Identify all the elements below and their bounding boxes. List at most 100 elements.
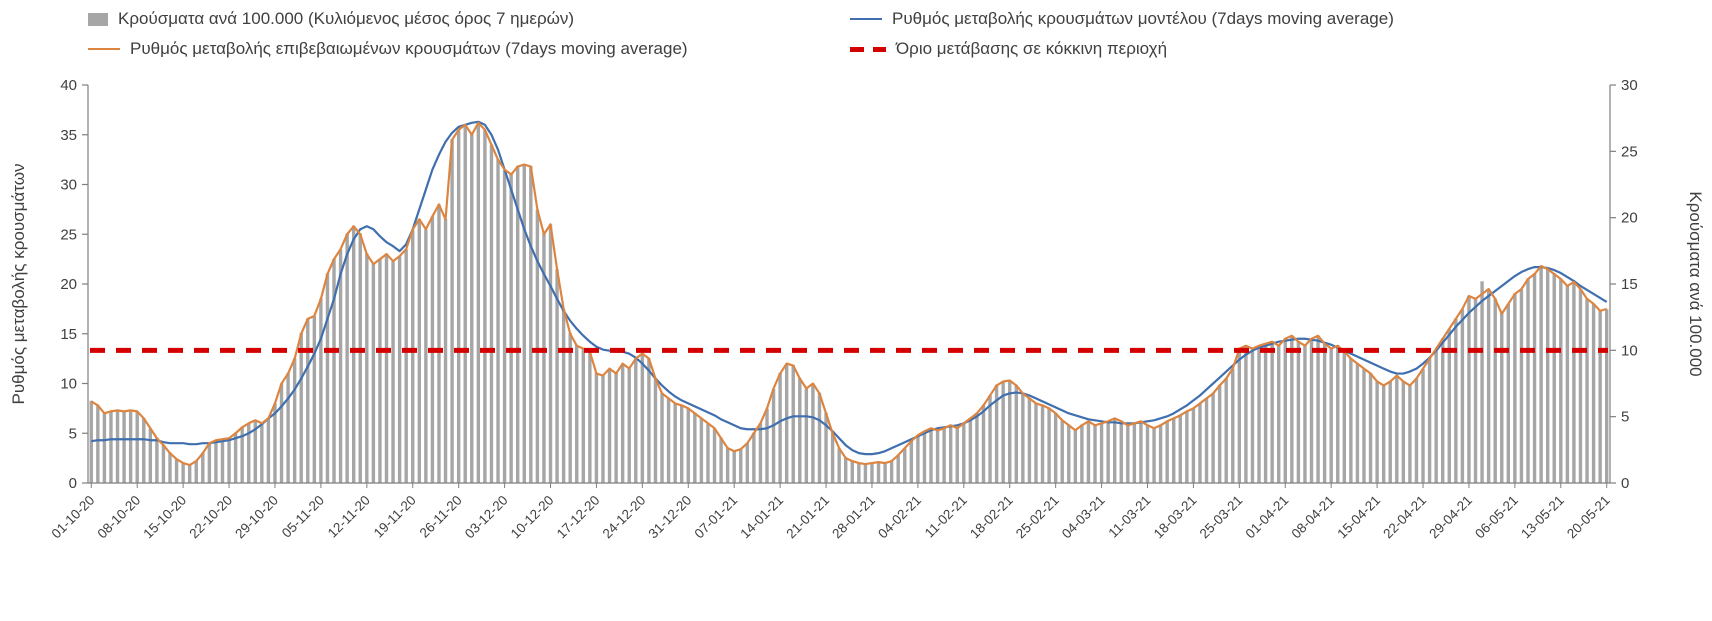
legend-item-red-zone-threshold: Όριο μετάβασης σε κόκκινη περιοχή bbox=[850, 38, 1648, 60]
bar bbox=[725, 448, 730, 483]
bar bbox=[948, 424, 953, 483]
bar bbox=[1473, 298, 1478, 483]
bar bbox=[1204, 398, 1209, 483]
bar bbox=[680, 404, 684, 483]
bar bbox=[299, 333, 303, 483]
bar bbox=[351, 225, 356, 483]
x-tick-label: 05-11-20 bbox=[279, 493, 327, 541]
x-tick-label: 07-01-21 bbox=[691, 493, 740, 542]
y-right-tick-label: 15 bbox=[1621, 276, 1638, 293]
bar bbox=[811, 383, 815, 483]
y-left-tick-label: 5 bbox=[69, 425, 77, 442]
x-tick-label: 06-05-21 bbox=[1472, 493, 1521, 542]
bar bbox=[1224, 378, 1228, 483]
bar bbox=[1126, 424, 1130, 483]
bar bbox=[706, 423, 710, 483]
bar bbox=[791, 364, 795, 483]
bar bbox=[712, 428, 717, 483]
bar bbox=[1165, 420, 1169, 483]
bar bbox=[660, 392, 664, 483]
bar bbox=[535, 209, 540, 483]
bar bbox=[306, 318, 310, 483]
bar bbox=[109, 411, 113, 483]
bar bbox=[935, 429, 940, 483]
bar bbox=[673, 403, 677, 483]
bar bbox=[135, 411, 139, 483]
bar bbox=[1322, 343, 1327, 483]
x-tick-label: 01-10-20 bbox=[49, 493, 98, 542]
x-tick-label: 25-02-21 bbox=[1013, 493, 1062, 542]
bar bbox=[1244, 345, 1248, 483]
bar bbox=[719, 437, 723, 483]
bar bbox=[1086, 420, 1091, 483]
bar bbox=[358, 233, 362, 483]
bar bbox=[1362, 368, 1366, 483]
bar bbox=[903, 448, 907, 483]
y-left-tick-label: 25 bbox=[60, 226, 77, 243]
bar bbox=[174, 459, 179, 483]
bar bbox=[1034, 403, 1038, 483]
bar bbox=[1211, 392, 1215, 483]
bar bbox=[470, 134, 474, 483]
bar bbox=[378, 258, 382, 483]
bar bbox=[115, 410, 120, 483]
bar bbox=[699, 417, 704, 483]
x-tick-label: 21-01-21 bbox=[783, 493, 832, 542]
bar bbox=[371, 264, 376, 483]
x-tick-label: 11-03-21 bbox=[1106, 493, 1154, 541]
bar bbox=[1605, 309, 1609, 483]
model-line bbox=[91, 120, 1608, 456]
bar bbox=[739, 448, 743, 483]
bar bbox=[955, 428, 959, 483]
bar bbox=[817, 392, 822, 483]
legend-item-confirmed-rate: Ρυθμός μεταβολής επιβεβαιωμένων κρουσμάτ… bbox=[88, 38, 850, 60]
bar bbox=[594, 372, 599, 483]
bar bbox=[338, 249, 343, 483]
bar bbox=[1270, 341, 1274, 483]
bar bbox=[568, 333, 572, 483]
bar bbox=[837, 448, 841, 483]
bar bbox=[1388, 380, 1392, 483]
bar bbox=[1598, 310, 1602, 483]
bar bbox=[247, 423, 251, 483]
bar bbox=[1355, 363, 1360, 483]
bar bbox=[1185, 411, 1189, 483]
y-right-tick-label: 5 bbox=[1621, 409, 1629, 426]
bar bbox=[1145, 424, 1150, 483]
bar bbox=[1119, 420, 1123, 483]
bar bbox=[601, 375, 605, 483]
bar bbox=[1237, 349, 1242, 483]
x-tick-label: 13-05-21 bbox=[1518, 493, 1567, 542]
bar bbox=[1132, 423, 1137, 483]
bar bbox=[187, 464, 192, 483]
bar bbox=[542, 233, 546, 483]
bar bbox=[1454, 318, 1458, 483]
bar bbox=[968, 417, 973, 483]
bar bbox=[89, 400, 93, 483]
bar bbox=[260, 423, 264, 483]
bar bbox=[607, 368, 612, 483]
bar bbox=[279, 383, 284, 483]
bar bbox=[1191, 408, 1196, 483]
bar bbox=[804, 388, 809, 483]
bar bbox=[784, 363, 789, 483]
bar bbox=[981, 404, 986, 483]
bar bbox=[391, 261, 395, 483]
bar bbox=[463, 124, 467, 484]
bar bbox=[1158, 424, 1163, 483]
x-tick-label: 03-12-20 bbox=[462, 493, 511, 542]
bar bbox=[496, 159, 500, 484]
bar bbox=[962, 423, 966, 483]
bar bbox=[437, 204, 441, 483]
y-left-tick-label: 30 bbox=[60, 177, 77, 194]
bar bbox=[1368, 372, 1373, 483]
red-dash-swatch-icon bbox=[850, 46, 886, 52]
confirmed-line bbox=[90, 121, 1608, 467]
bar bbox=[1021, 392, 1025, 483]
bar bbox=[411, 229, 415, 483]
bar bbox=[588, 351, 592, 483]
x-tick-label: 31-12-20 bbox=[646, 493, 695, 542]
y-right-tick-label: 10 bbox=[1621, 342, 1638, 359]
bars-series bbox=[89, 122, 1609, 484]
blue-line-swatch-icon bbox=[850, 18, 882, 20]
